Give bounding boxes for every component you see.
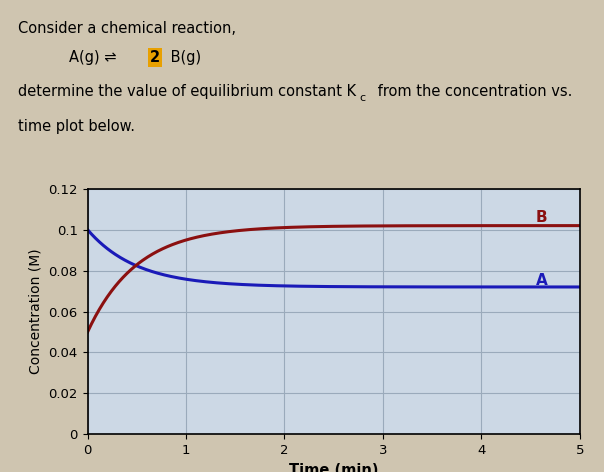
Text: B: B — [536, 210, 547, 225]
Text: A(g) ⇌: A(g) ⇌ — [69, 50, 121, 65]
Text: B(g): B(g) — [166, 50, 201, 65]
Text: c: c — [359, 93, 365, 102]
Text: time plot below.: time plot below. — [18, 119, 135, 134]
X-axis label: Time (min): Time (min) — [289, 463, 379, 472]
Text: from the concentration vs.: from the concentration vs. — [373, 84, 573, 99]
Text: 2: 2 — [150, 50, 160, 65]
Text: determine the value of equilibrium constant K: determine the value of equilibrium const… — [18, 84, 356, 99]
Y-axis label: Concentration (M): Concentration (M) — [29, 249, 43, 374]
Text: A: A — [536, 273, 547, 288]
Text: Consider a chemical reaction,: Consider a chemical reaction, — [18, 21, 236, 36]
